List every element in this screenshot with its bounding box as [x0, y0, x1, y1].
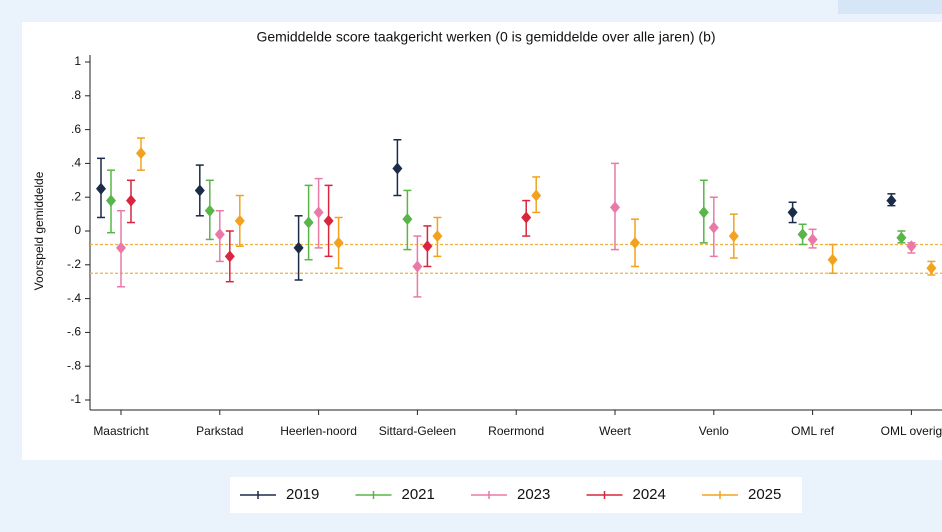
top-panel — [838, 0, 942, 14]
point — [926, 262, 937, 275]
y-tick-label: .6 — [71, 122, 81, 136]
x-tick-label: OML overig — [881, 424, 942, 438]
x-tick-label: Heerlen-noord — [280, 424, 357, 438]
point — [136, 147, 146, 160]
point — [698, 206, 709, 219]
y-tick-label: .4 — [71, 156, 81, 170]
x-tick-label: Venlo — [699, 424, 729, 438]
point — [293, 241, 304, 254]
point — [214, 228, 225, 241]
point — [797, 228, 808, 241]
point — [412, 260, 423, 273]
y-tick-label: -.4 — [67, 291, 81, 305]
point — [323, 214, 334, 227]
point — [204, 204, 215, 217]
point — [787, 206, 798, 219]
x-tick-label: Parkstad — [196, 424, 243, 438]
point — [224, 250, 235, 263]
chart-title: Gemiddelde score taakgericht werken (0 i… — [256, 29, 715, 45]
point — [313, 206, 324, 219]
y-tick-label: .8 — [71, 88, 81, 102]
point — [116, 241, 126, 254]
point — [106, 194, 116, 207]
x-tick-label: OML ref — [791, 424, 835, 438]
y-tick-label: -.2 — [67, 257, 81, 271]
point — [126, 194, 136, 207]
legend-label: 2023 — [517, 486, 550, 503]
y-tick-label: 1 — [74, 54, 81, 68]
x-tick-label: Maastricht — [93, 424, 149, 438]
legend-label: 2019 — [286, 486, 319, 503]
legend-label: 2025 — [748, 486, 781, 503]
point — [896, 231, 907, 244]
point — [194, 184, 205, 197]
x-tick-label: Sittard-Geleen — [379, 424, 456, 438]
point — [234, 214, 245, 227]
point — [333, 236, 344, 249]
point — [827, 253, 838, 266]
point — [402, 213, 413, 226]
y-tick-label: 0 — [74, 223, 81, 237]
y-axis-title: Voorspeld gemiddelde — [32, 171, 46, 290]
point — [906, 240, 917, 253]
y-tick-label: -.6 — [67, 325, 81, 339]
y-tick-label: .2 — [71, 189, 81, 203]
point — [531, 189, 542, 202]
legend-label: 2021 — [402, 486, 435, 503]
point — [521, 211, 532, 224]
point — [303, 216, 314, 229]
point — [392, 162, 403, 175]
point — [728, 230, 739, 243]
point — [96, 182, 106, 195]
point — [807, 233, 818, 246]
point — [630, 236, 640, 249]
point — [432, 230, 443, 243]
point — [708, 221, 719, 234]
x-tick-label: Weert — [599, 424, 631, 438]
point — [886, 194, 897, 207]
y-tick-label: -1 — [70, 392, 81, 406]
point — [422, 240, 433, 253]
x-tick-label: Roermond — [488, 424, 544, 438]
point — [610, 201, 620, 214]
plot-background — [22, 22, 942, 460]
y-tick-label: -.8 — [67, 358, 81, 372]
legend-label: 2024 — [633, 486, 666, 503]
